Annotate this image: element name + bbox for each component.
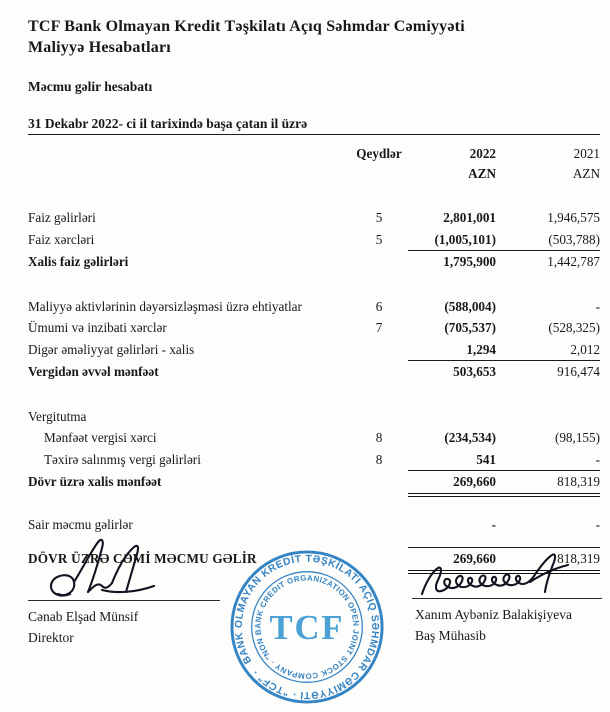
row-note: 8 — [375, 451, 383, 467]
table-row-impairment-provisions: Maliyyə aktivlərinin dəyərsizləşməsi üzr… — [28, 296, 600, 318]
row-label: Ümumi və inzibati xərclər — [28, 320, 167, 335]
accountant-signature-line — [412, 598, 602, 599]
row-note: 5 — [375, 210, 383, 225]
notes-column-header: Qeydlər — [356, 146, 402, 161]
row-label: Faiz xərcləri — [28, 231, 95, 247]
value-2021: (503,788) — [548, 231, 600, 247]
row-label: Dövr üzrə xalis mənfəət — [28, 474, 162, 489]
value-2022: (1,005,101) — [434, 231, 496, 247]
table-header-row: Qeydlər 2022 2021 — [28, 144, 600, 164]
currency-2022: AZN — [468, 166, 496, 181]
accountant-name: Xanım Aybəniz Balakişiyeva — [415, 607, 572, 622]
row-label: Mənfəət vergisi xərci — [44, 430, 157, 445]
row-note: 6 — [375, 298, 383, 314]
year-2022-header: 2022 — [469, 146, 496, 161]
table-row-admin-expenses: Ümumi və inzibati xərclər 7 (705,537) (52… — [28, 317, 600, 339]
value-2021: 818,319 — [557, 474, 600, 489]
company-title-line1: TCF Bank Olmayan Kredit Təşkilatı Açıq S… — [28, 18, 465, 35]
value-2021: (528,325) — [548, 320, 600, 335]
table-row-interest-income: Faiz gəlirləri 5 2,801,001 1,946,575 — [28, 207, 600, 229]
currency-2021: AZN — [572, 166, 600, 181]
row-note: 5 — [375, 231, 383, 247]
value-2022: - — [491, 516, 496, 532]
row-label: Təxirə salınmış vergi gəlirləri — [44, 451, 201, 467]
value-2021: 2,012 — [570, 341, 600, 357]
table-row-income-tax-expense: Mənfəət vergisi xərci 8 (234,534) (98,155… — [28, 427, 600, 449]
value-2021: 916,474 — [557, 364, 600, 379]
value-2022: 541 — [476, 451, 496, 467]
table-row-net-profit: Dövr üzrə xalis mənfəət 269,660 818,319 — [28, 471, 600, 497]
row-label: Vergitutma — [28, 408, 87, 424]
value-2021: - — [595, 451, 600, 467]
row-note: 8 — [375, 430, 383, 445]
table-row-other-comprehensive-income: Sair məcmu gəlirlər - - — [28, 514, 600, 536]
value-2022: 269,660 — [453, 474, 496, 489]
table-row-other-operating-income: Digər əməliyyat gəlirləri - xalis 1,294 2… — [28, 339, 600, 361]
value-2021: (98,155) — [554, 430, 600, 445]
header-divider — [28, 134, 600, 135]
value-2022: 503,653 — [453, 364, 496, 379]
row-label: Digər əməliyyat gəlirləri - xalis — [28, 341, 195, 357]
company-title-line2: Maliyyə Hesabatları — [28, 39, 171, 56]
director-title: Direktor — [28, 630, 74, 645]
value-2022: (705,537) — [444, 320, 496, 335]
director-signature — [50, 538, 156, 597]
accountant-signature — [420, 553, 570, 596]
director-name: Cənab Elşad Münsif — [28, 609, 139, 624]
value-2021: 1,442,787 — [547, 254, 600, 269]
value-2022: 1,294 — [466, 341, 496, 357]
company-stamp: BANK OLMAYAN KREDİT TƏŞKİLATI AÇIQ SƏHMD… — [228, 548, 384, 704]
statement-period: 31 Dekabr 2022- ci il tarixində başa çat… — [28, 116, 308, 131]
stamp-center-text: TCF — [269, 609, 344, 647]
signature-section: Cənab Elşad Münsif Direktor BANK OLMAYAN… — [0, 538, 610, 712]
value-2022: (234,534) — [444, 430, 496, 445]
year-2021-header: 2021 — [573, 146, 600, 161]
table-row-deferred-tax-income: Təxirə salınmış vergi gəlirləri 8 541 - — [28, 449, 600, 471]
row-label: Faiz gəlirləri — [28, 210, 96, 225]
value-2022: 269,660 — [453, 551, 496, 566]
table-row-profit-before-tax: Vergidən əvvəl mənfəət 503,653 916,474 — [28, 361, 600, 383]
accountant-title: Baş Mühasib — [415, 628, 486, 643]
table-row-taxation-heading: Vergitutma — [28, 406, 600, 428]
table-currency-row: AZN AZN — [28, 164, 600, 184]
table-row-interest-expense: Faiz xərcləri 5 (1,005,101) (503,788) — [28, 229, 600, 251]
table-row-net-interest-income: Xalis faiz gəlirləri 1,795,900 1,442,787 — [28, 251, 600, 273]
value-2021: 818,319 — [557, 551, 600, 566]
value-2022: 1,795,900 — [443, 254, 496, 269]
director-signature-line — [28, 600, 220, 601]
row-label: Maliyyə aktivlərinin dəyərsizləşməsi üzr… — [28, 298, 302, 314]
value-2022: 2,801,001 — [443, 210, 496, 225]
value-2021: - — [595, 298, 600, 314]
statement-name: Məcmu gəlir hesabatı — [28, 79, 153, 94]
row-label: Xalis faiz gəlirləri — [28, 254, 129, 269]
value-2022: (588,004) — [444, 298, 496, 314]
income-statement-table: Qeydlər 2022 2021 AZN AZN Faiz gəlirləri… — [28, 144, 600, 574]
value-2021: 1,946,575 — [547, 210, 600, 225]
accountant-name-block: Xanım Aybəniz Balakişiyeva Baş Mühasib — [415, 604, 572, 646]
document-header: TCF Bank Olmayan Kredit Təşkilatı Açıq S… — [28, 16, 600, 135]
row-label: Vergidən əvvəl mənfəət — [28, 364, 159, 379]
value-2021: - — [595, 516, 600, 532]
director-name-block: Cənab Elşad Münsif Direktor — [28, 606, 138, 648]
row-note: 7 — [375, 320, 383, 335]
row-label: Sair məcmu gəlirlər — [28, 516, 133, 532]
